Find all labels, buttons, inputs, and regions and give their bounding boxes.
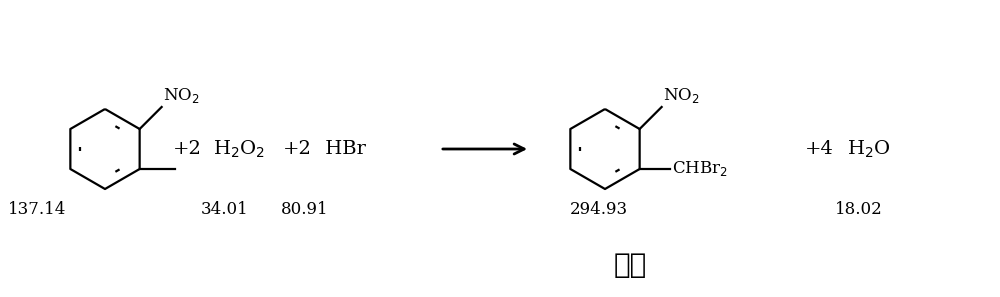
Text: 18.02: 18.02 bbox=[835, 200, 883, 217]
Text: NO$_2$: NO$_2$ bbox=[163, 86, 199, 105]
Text: 34.01: 34.01 bbox=[201, 200, 249, 217]
Text: +4: +4 bbox=[805, 140, 834, 158]
Text: +2: +2 bbox=[173, 140, 202, 158]
Text: CHBr$_2$: CHBr$_2$ bbox=[672, 159, 727, 178]
Text: 80.91: 80.91 bbox=[281, 200, 329, 217]
Text: NO$_2$: NO$_2$ bbox=[663, 86, 699, 105]
Text: 294.93: 294.93 bbox=[570, 200, 628, 217]
Text: 137.14: 137.14 bbox=[8, 200, 66, 217]
Text: +2: +2 bbox=[283, 140, 312, 158]
Text: 二溡: 二溡 bbox=[613, 251, 647, 279]
Text: H$_2$O$_2$: H$_2$O$_2$ bbox=[207, 138, 265, 160]
Text: HBr: HBr bbox=[319, 140, 366, 158]
Text: H$_2$O: H$_2$O bbox=[841, 138, 891, 160]
